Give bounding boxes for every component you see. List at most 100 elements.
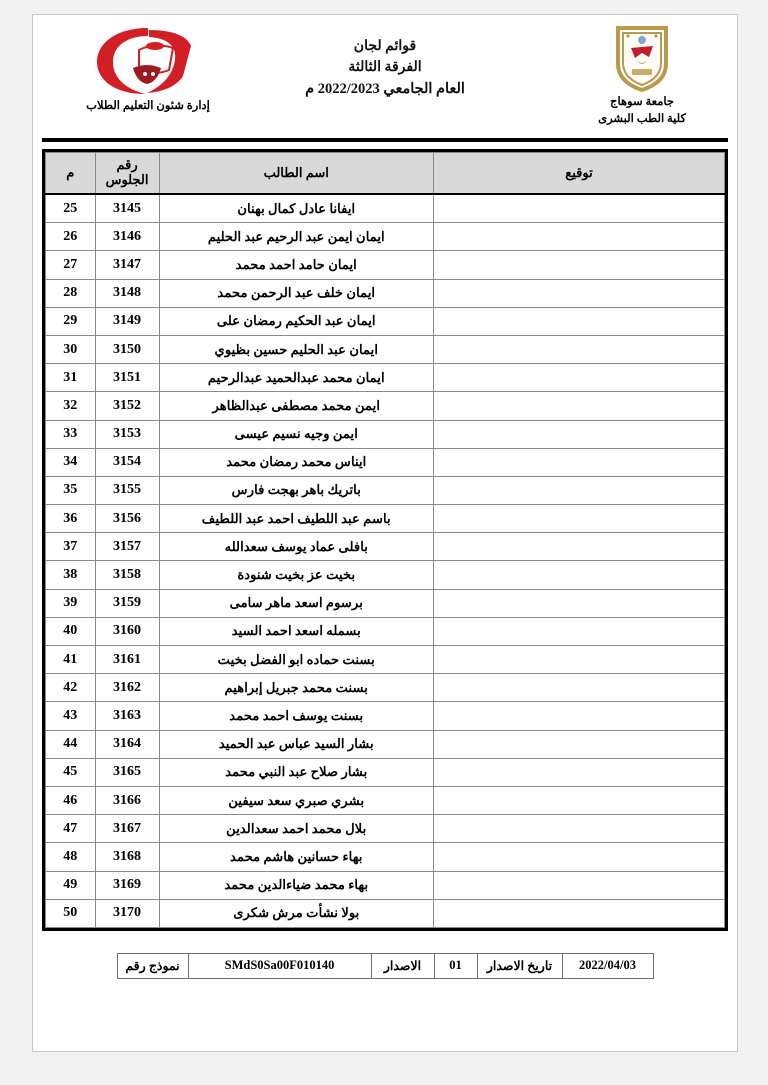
table-row: باسم عبد اللطيف احمد عبد اللطيف 3156 36: [45, 504, 725, 534]
row-index-cell: 42: [45, 673, 96, 703]
signature-cell[interactable]: [433, 673, 725, 703]
row-index-cell: 40: [45, 616, 96, 647]
row-index-cell: 39: [45, 588, 96, 618]
signature-cell[interactable]: [433, 870, 725, 900]
table-row: بسنت يوسف احمد محمد 3163 43: [45, 701, 725, 731]
student-name-cell: ايمن محمد مصطفى عبدالظاهر: [158, 391, 435, 421]
seat-number-cell: 3169: [94, 870, 160, 900]
table-row: بشار صلاح عبد النبي محمد 3165 45: [45, 757, 725, 787]
row-index-cell: 43: [45, 701, 96, 731]
table-row: بلال محمد احمد سعدالدين 3167 47: [45, 814, 725, 844]
row-index-cell: 37: [45, 532, 96, 562]
signature-cell[interactable]: [433, 250, 725, 280]
signature-cell[interactable]: [433, 785, 725, 816]
signature-cell[interactable]: [433, 363, 725, 393]
signature-cell[interactable]: [433, 588, 725, 618]
university-name: جامعة سوهاج: [610, 96, 674, 108]
student-name-cell: بشري صبري سعد سيفين: [158, 785, 435, 816]
table-row: بشري صبري سعد سيفين 3166 46: [45, 785, 725, 816]
signature-cell[interactable]: [433, 419, 725, 449]
student-name-cell: ايمان عبد الحليم حسين بظيوي: [158, 334, 435, 365]
row-index-cell: 29: [45, 306, 96, 336]
signature-cell[interactable]: [433, 898, 725, 928]
student-name-cell: برسوم اسعد ماهر سامى: [158, 588, 435, 618]
seat-number-cell: 3164: [94, 729, 160, 759]
row-index-cell: 49: [45, 870, 96, 900]
seat-number-line-2: الجلوس: [105, 172, 149, 187]
student-name-cell: باتريك باهر بهجت فارس: [158, 475, 435, 506]
table-row: بسنت حماده ابو الفضل بخيت 3161 41: [45, 644, 725, 675]
student-name-cell: بسمله اسعد احمد السيد: [158, 616, 435, 647]
signature-cell[interactable]: [433, 334, 725, 365]
table-row: ايمان عبد الحكيم رمضان على 3149 29: [45, 306, 725, 336]
row-index-cell: 34: [45, 447, 96, 477]
signature-cell[interactable]: [433, 644, 725, 675]
signature-cell[interactable]: [433, 193, 725, 224]
student-education-affairs-crescent-logo: [89, 24, 207, 96]
signature-cell[interactable]: [433, 504, 725, 534]
seat-number-cell: 3160: [94, 616, 160, 647]
document-header: جامعة سوهاج كلية الطب البشرى قوائم لجان …: [32, 14, 738, 136]
seat-number-cell: 3158: [94, 560, 160, 590]
signature-cell[interactable]: [433, 757, 725, 787]
signature-cell[interactable]: [433, 532, 725, 562]
row-index-cell: 44: [45, 729, 96, 759]
signature-cell[interactable]: [433, 701, 725, 731]
signature-cell[interactable]: [433, 391, 725, 421]
row-index-cell: 47: [45, 814, 96, 844]
row-index-cell: 30: [45, 334, 96, 365]
seat-number-cell: 3145: [94, 193, 160, 224]
signature-cell[interactable]: [433, 278, 725, 308]
signature-cell[interactable]: [433, 842, 725, 872]
seat-number-cell: 3148: [94, 278, 160, 308]
seat-number-cell: 3170: [94, 898, 160, 928]
table-row: ايمان عبد الحليم حسين بظيوي 3150 30: [45, 334, 725, 365]
signature-cell[interactable]: [433, 560, 725, 590]
seat-number-cell: 3152: [94, 391, 160, 421]
header-divider: [42, 138, 728, 142]
signature-cell[interactable]: [433, 222, 725, 252]
table-row: بشار السيد عباس عبد الحميد 3164 44: [45, 729, 725, 759]
table-row: برسوم اسعد ماهر سامى 3159 39: [45, 588, 725, 618]
signature-cell[interactable]: [433, 447, 725, 477]
student-name-cell: باسم عبد اللطيف احمد عبد اللطيف: [158, 504, 435, 534]
seat-number-cell: 3147: [94, 250, 160, 280]
student-name-cell: ايناس محمد رمضان محمد: [158, 447, 435, 477]
student-name-cell: بسنت محمد جبريل إبراهيم: [158, 673, 435, 703]
student-name-cell: ايفانا عادل كمال بهنان: [158, 193, 435, 224]
title-line-2: الفرقة الثالثة: [348, 60, 422, 75]
student-name-cell: بهاء محمد ضياءالدين محمد: [158, 870, 435, 900]
seat-number-cell: 3167: [94, 814, 160, 844]
students-table: توقيع اسم الطالب رقم الجلوس م ايفانا عاد…: [45, 152, 725, 928]
title-line-3: العام الجامعي 2022/2023 م: [305, 81, 465, 97]
version-label: الاصدار: [370, 952, 435, 979]
row-index-cell: 46: [45, 785, 96, 816]
signature-cell[interactable]: [433, 814, 725, 844]
issue-date-value: 2022/04/03: [561, 952, 654, 979]
column-header-index: م: [45, 152, 96, 195]
signature-cell[interactable]: [433, 729, 725, 759]
table-row: ايمان محمد عبدالحميد عبدالرحيم 3151 31: [45, 363, 725, 393]
student-name-cell: بهاء حسانين هاشم محمد: [158, 842, 435, 872]
seat-number-cell: 3150: [94, 334, 160, 365]
seat-number-cell: 3156: [94, 504, 160, 534]
version-value: 01: [433, 952, 478, 979]
row-index-cell: 38: [45, 560, 96, 590]
department-name: إدارة شئون التعليم الطلاب: [86, 100, 210, 112]
student-name-cell: بسنت حماده ابو الفضل بخيت: [158, 644, 435, 675]
signature-cell[interactable]: [433, 306, 725, 336]
form-number-label: نموذج رقم: [116, 952, 189, 979]
student-name-cell: ايمان خلف عبد الرحمن محمد: [158, 278, 435, 308]
sohag-university-shield-logo: [615, 24, 669, 93]
issue-date-label: تاريخ الاصدار: [476, 952, 563, 979]
signature-cell[interactable]: [433, 616, 725, 647]
table-row: باتريك باهر بهجت فارس 3155 35: [45, 475, 725, 506]
title-line-1: قوائم لجان: [353, 39, 417, 54]
table-row: بهاء حسانين هاشم محمد 3168 48: [45, 842, 725, 872]
table-row: ايمن محمد مصطفى عبدالظاهر 3152 32: [45, 391, 725, 421]
student-name-cell: بشار صلاح عبد النبي محمد: [158, 757, 435, 787]
seat-number-line-1: رقم: [116, 157, 138, 173]
signature-cell[interactable]: [433, 475, 725, 506]
row-index-cell: 48: [45, 842, 96, 872]
document-page: جامعة سوهاج كلية الطب البشرى قوائم لجان …: [32, 14, 738, 1052]
